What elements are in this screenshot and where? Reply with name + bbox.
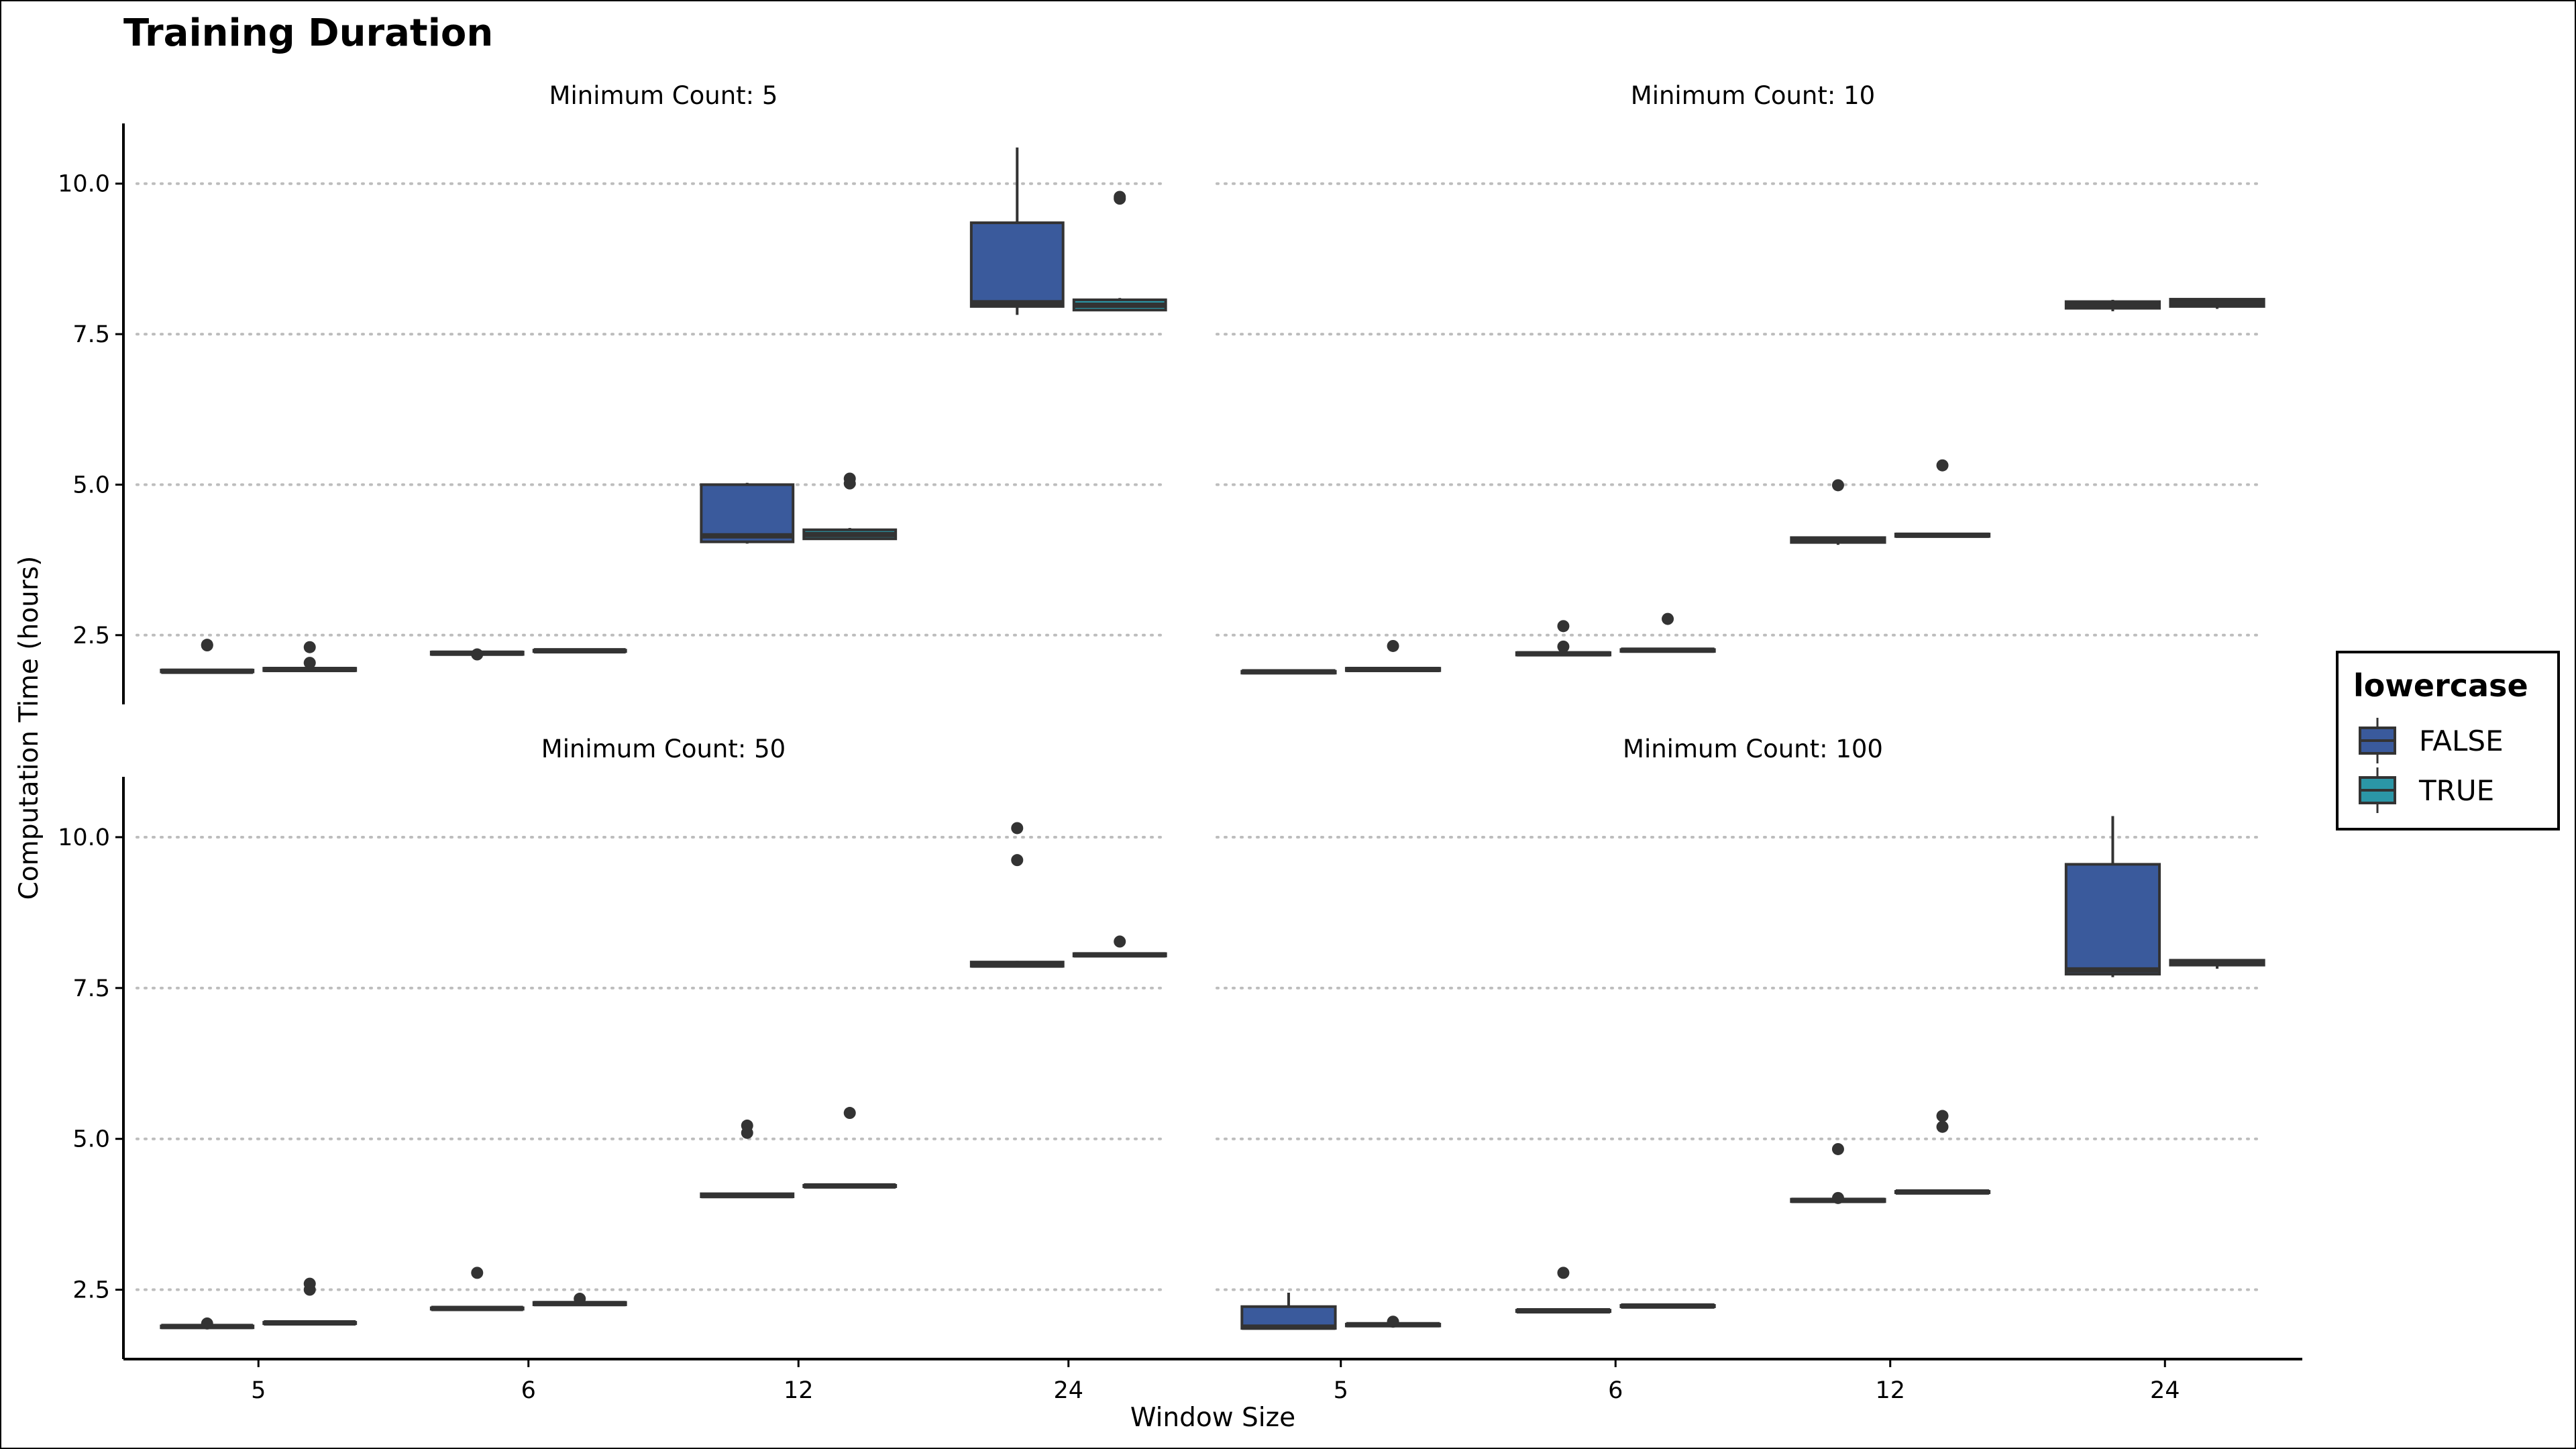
boxplot-24-true xyxy=(1072,191,1167,312)
boxplot-6-true xyxy=(532,648,627,654)
legend-entry-true: TRUE xyxy=(2359,767,2494,813)
x-tick-label: 5 xyxy=(1334,1377,1348,1404)
outlier-point xyxy=(1936,459,1949,472)
outlier-point xyxy=(843,477,856,490)
chart-title: Training Duration xyxy=(123,11,493,55)
outlier-point xyxy=(303,641,316,653)
facet-panel: Minimum Count: 50 2.5 5.0 7.5 10.0 5 6 12 24 xyxy=(58,735,1203,1404)
y-tick-label: 7.5 xyxy=(72,975,110,1002)
boxplot-5-true xyxy=(1344,639,1442,672)
outlier-point xyxy=(303,1283,316,1296)
outlier-point xyxy=(471,648,484,661)
outlier-point xyxy=(1114,935,1126,948)
outlier-point xyxy=(1831,1142,1844,1155)
y-axis-title: Computation Time (hours) xyxy=(14,556,44,900)
boxplot-5-false xyxy=(160,1317,255,1330)
outlier-point xyxy=(201,639,213,651)
x-tick-label: 12 xyxy=(1875,1377,1905,1404)
y-tick-label: 5.0 xyxy=(72,472,110,498)
outlier-point xyxy=(1387,1316,1399,1328)
boxplot-12-true xyxy=(802,472,898,541)
facet-panel: Minimum Count: 5 2.5 5.0 7.5 10.0 xyxy=(58,81,1167,704)
boxplot-6-false xyxy=(1515,620,1612,657)
boxplot-6-false xyxy=(429,648,525,661)
boxplot-12-true xyxy=(1894,459,1991,538)
box-body xyxy=(700,483,795,543)
y-tick-label: 5.0 xyxy=(72,1126,110,1153)
boxplot-5-true xyxy=(1344,1316,1442,1328)
boxplot-24-false xyxy=(2064,816,2161,977)
boxplot-6-true xyxy=(532,1293,627,1307)
y-tick-label: 10.0 xyxy=(58,824,110,851)
outlier-point xyxy=(1011,854,1024,867)
outlier-point xyxy=(303,657,316,669)
outlier-point xyxy=(201,1317,213,1330)
facet-strip-label: Minimum Count: 100 xyxy=(1623,735,1883,763)
facet-strip-label: Minimum Count: 5 xyxy=(549,81,778,110)
legend: lowercase FALSE TRUE xyxy=(2336,651,2560,830)
legend-label: TRUE xyxy=(2418,774,2494,807)
outlier-point xyxy=(1557,1267,1570,1279)
boxplot-24-false xyxy=(2064,299,2161,311)
outlier-point xyxy=(1936,1110,1949,1122)
x-axis-title: Window Size xyxy=(1130,1403,1295,1433)
outlier-point xyxy=(574,1293,586,1305)
boxplot-12-false xyxy=(700,482,795,544)
boxplot-5-true xyxy=(262,1277,358,1326)
x-tick-label: 12 xyxy=(784,1377,814,1404)
outlier-point xyxy=(1011,822,1024,835)
x-tick-label: 24 xyxy=(2150,1377,2180,1404)
boxplot-6-false xyxy=(1515,1267,1612,1314)
boxplot-6-true xyxy=(1619,612,1716,653)
boxplot-12-false xyxy=(700,1119,795,1199)
boxplot-6-false xyxy=(429,1267,525,1311)
legend-label: FALSE xyxy=(2419,724,2504,757)
legend-entries: FALSE TRUE xyxy=(2359,718,2504,813)
box-body xyxy=(2064,863,2161,976)
boxplot-5-false xyxy=(160,639,255,674)
boxplot-12-false xyxy=(1790,479,1886,545)
y-tick-label: 2.5 xyxy=(72,623,110,649)
legend-entry-false: FALSE xyxy=(2359,718,2504,763)
box-body xyxy=(969,221,1065,308)
y-tick-label: 2.5 xyxy=(72,1277,110,1304)
outlier-point xyxy=(1557,620,1570,633)
boxplot-12-true xyxy=(1894,1110,1991,1195)
boxplot-24-false xyxy=(969,147,1065,315)
legend-title: lowercase xyxy=(2353,667,2528,704)
y-tick-label: 10.0 xyxy=(58,171,110,198)
boxplot-5-false xyxy=(1240,669,1337,675)
boxplot-24-true xyxy=(2169,959,2265,969)
boxplot-24-true xyxy=(1072,935,1167,958)
x-tick-label: 5 xyxy=(251,1377,266,1404)
outlier-point xyxy=(471,1267,484,1279)
x-tick-label: 6 xyxy=(1608,1377,1623,1404)
x-tick-label: 6 xyxy=(521,1377,536,1404)
boxplot-5-false xyxy=(1240,1293,1337,1330)
boxplot-12-false xyxy=(1790,1142,1886,1204)
boxplot-5-true xyxy=(262,641,358,672)
outlier-point xyxy=(1831,1191,1844,1204)
outlier-point xyxy=(843,1107,856,1120)
outlier-point xyxy=(1557,640,1570,653)
boxplot-24-true xyxy=(2169,298,2265,309)
x-tick-label: 24 xyxy=(1053,1377,1083,1404)
outlier-point xyxy=(1936,1120,1949,1133)
outlier-point xyxy=(1831,479,1844,492)
outlier-point xyxy=(1662,612,1674,625)
facet-strip-label: Minimum Count: 10 xyxy=(1631,81,1875,110)
boxplot-6-true xyxy=(1619,1303,1716,1309)
facet-strip-label: Minimum Count: 50 xyxy=(541,735,786,763)
outlier-point xyxy=(1387,639,1399,652)
boxplot-12-true xyxy=(802,1107,898,1189)
outlier-point xyxy=(741,1126,753,1139)
outlier-point xyxy=(1114,191,1126,203)
boxplot-24-false xyxy=(969,822,1065,968)
y-tick-label: 7.5 xyxy=(72,321,110,348)
facet-panel: Minimum Count: 10 xyxy=(1216,81,2265,675)
